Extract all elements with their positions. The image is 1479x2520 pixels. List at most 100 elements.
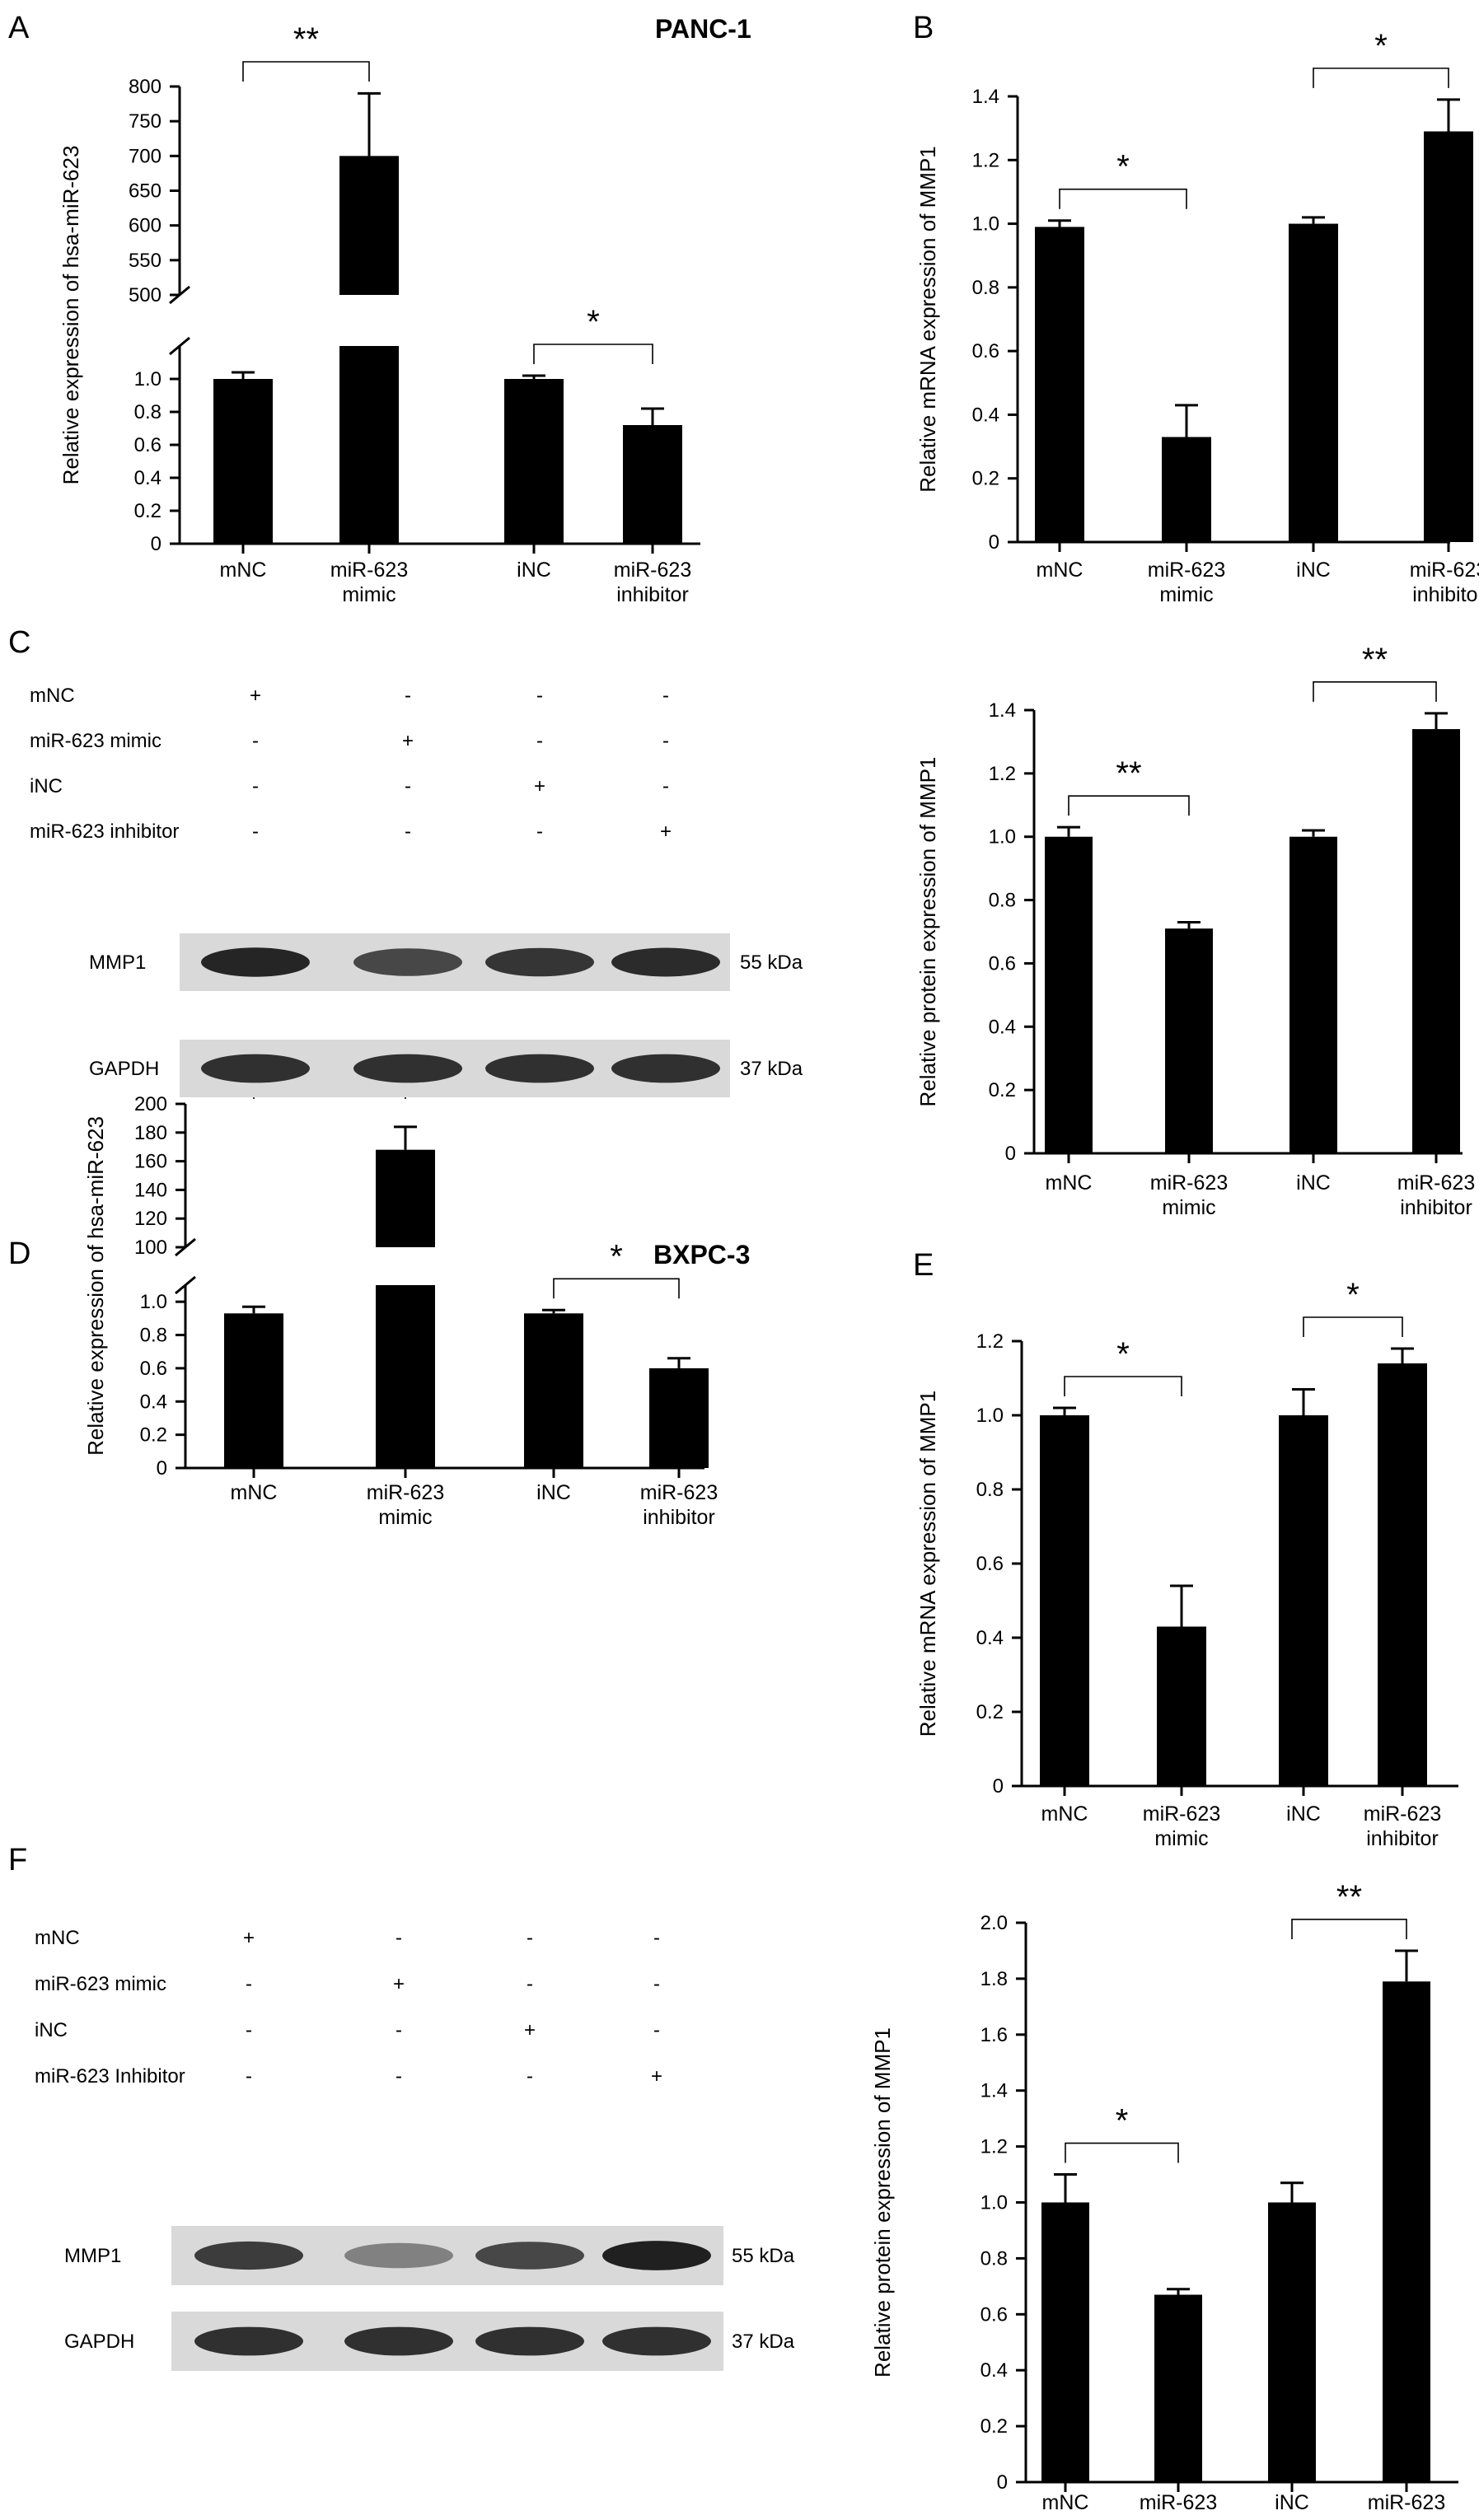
y-tick-label: 0 <box>989 531 999 554</box>
panel-letter-b: B <box>913 11 934 45</box>
kda-marker: 55 kDa <box>740 951 803 974</box>
band-label: GAPDH <box>89 1058 159 1080</box>
significance-bracket <box>1065 2142 1179 2163</box>
treatment-sign: + <box>660 821 672 843</box>
bar <box>1157 1626 1206 1786</box>
bar <box>1268 2202 1316 2482</box>
y-tick-label: 0.6 <box>972 340 999 362</box>
treatment-sign: - <box>395 2065 402 2088</box>
treatment-sign: - <box>653 2019 660 2041</box>
bar <box>1383 1981 1430 2482</box>
treatment-sign: - <box>662 685 669 707</box>
x-category-label-line1: miR-623 <box>1150 1171 1228 1195</box>
bar <box>213 379 273 544</box>
bar <box>1424 131 1473 542</box>
y-tick-label: 0.8 <box>976 1479 1004 1501</box>
band-label: MMP1 <box>64 2245 121 2267</box>
y-tick-label: 1.2 <box>976 1330 1004 1353</box>
y-tick-label: 0 <box>151 533 161 555</box>
y-axis-label: Relative expression of hsa-miR-623 <box>83 1116 108 1456</box>
significance-bracket <box>242 61 370 82</box>
panel-letter-f: F <box>8 1843 27 1877</box>
treatment-sign: - <box>405 685 411 707</box>
x-category-label: iNC <box>1296 1171 1331 1195</box>
y-axis-label: Relative expression of hsa-miR-623 <box>59 146 83 485</box>
significance-bracket <box>533 344 653 364</box>
x-category-label: iNC <box>536 1481 571 1504</box>
x-category-label-line2: inhibitor <box>1412 583 1479 606</box>
treatment-sign: - <box>662 775 669 797</box>
protein-band <box>602 2326 711 2356</box>
significance-bracket <box>1291 1919 1407 1939</box>
x-category-label-line2: mimic <box>378 1506 432 1529</box>
protein-band <box>485 1054 594 1083</box>
bar <box>1289 223 1338 542</box>
treatment-sign: - <box>527 2065 533 2088</box>
protein-band <box>602 2241 711 2270</box>
treatment-sign: + <box>393 1973 405 1995</box>
y-tick-label: 0 <box>993 1775 1004 1798</box>
y-tick-label: 0.4 <box>140 1391 167 1413</box>
y-tick-label: 0.6 <box>989 952 1016 975</box>
y-tick-label: 0.8 <box>981 2247 1008 2270</box>
y-axis-label: Relative mRNA expression of MMP1 <box>915 1391 940 1737</box>
y-tick-label: 1.4 <box>981 2080 1008 2102</box>
treatment-row-label: iNC <box>30 775 63 797</box>
y-tick-label: 1.2 <box>972 149 999 171</box>
protein-band <box>475 2326 584 2356</box>
y-tick-label: 550 <box>129 250 161 272</box>
significance-bracket <box>1064 1376 1182 1396</box>
treatment-sign: + <box>243 1927 255 1949</box>
y-tick-label: 1.0 <box>140 1291 167 1313</box>
x-category-label-line1: miR-623 <box>640 1481 718 1504</box>
significance-marker: ** <box>1336 1879 1362 1915</box>
significance-marker: * <box>1346 1277 1360 1313</box>
protein-band <box>201 1054 310 1083</box>
bar <box>1279 1415 1328 1786</box>
treatment-row-label: mNC <box>30 685 75 707</box>
protein-band <box>611 947 720 977</box>
treatment-sign: - <box>405 821 411 843</box>
y-tick-label: 0.2 <box>989 1079 1016 1101</box>
panel-letter-d: D <box>8 1237 30 1271</box>
cell-line-title-bxpc3: BXPC-3 <box>653 1240 750 1269</box>
bar-lower-segment <box>376 1285 435 1468</box>
treatment-sign: + <box>534 775 545 797</box>
bar <box>1045 836 1093 1153</box>
y-tick-label: 800 <box>129 76 161 98</box>
y-tick-label: 0.6 <box>981 2303 1008 2326</box>
y-tick-label: 200 <box>134 1093 167 1115</box>
treatment-sign: - <box>246 2019 252 2041</box>
bar <box>376 1149 435 1247</box>
band-label: MMP1 <box>89 951 146 974</box>
bar <box>224 1313 283 1468</box>
x-category-label: mNC <box>1041 1802 1088 1826</box>
treatment-sign: + <box>250 685 261 707</box>
y-tick-label: 1.0 <box>134 368 161 390</box>
y-tick-label: 0.2 <box>140 1424 167 1447</box>
y-tick-label: 1.8 <box>981 1968 1008 1990</box>
significance-marker: ** <box>1116 755 1141 792</box>
treatment-sign: - <box>653 1973 660 1995</box>
significance-bracket <box>1059 188 1187 209</box>
treatment-sign: - <box>653 1927 660 1949</box>
significance-marker: * <box>587 304 600 340</box>
y-tick-label: 500 <box>129 284 161 306</box>
x-category-label: iNC <box>517 559 551 582</box>
western-blot-panel-f: mNC + - - - miR-623 mimic - + - - iNC - - + - miR-623 I… <box>35 1927 795 2371</box>
y-axis-label: Relative protein expression of MMP1 <box>870 2027 895 2377</box>
x-category-label: iNC <box>1286 1802 1321 1826</box>
protein-band <box>353 1054 462 1083</box>
y-tick-label: 1.6 <box>981 2024 1008 2046</box>
y-tick-label: 1.4 <box>972 86 999 108</box>
significance-marker: ** <box>1362 642 1388 678</box>
y-tick-label: 0.4 <box>134 467 161 489</box>
